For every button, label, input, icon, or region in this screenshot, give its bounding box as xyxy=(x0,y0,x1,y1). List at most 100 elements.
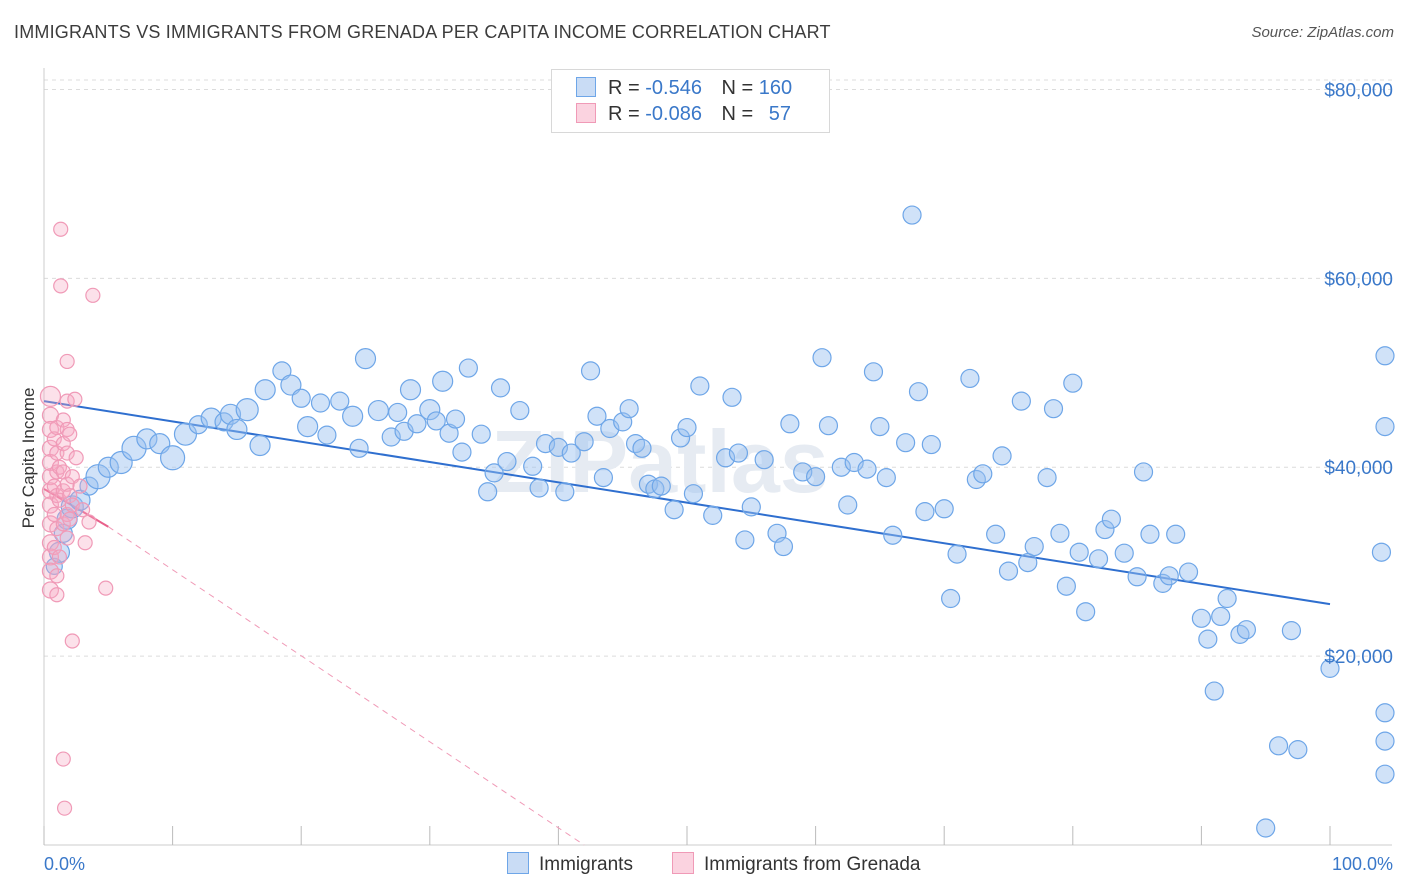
x-tick-label: 0.0% xyxy=(44,854,85,874)
grenada-point xyxy=(64,633,80,649)
immigrants-point xyxy=(773,536,794,557)
immigrants-point xyxy=(915,502,935,522)
immigrants-point xyxy=(1069,542,1089,562)
grenada-point xyxy=(59,530,75,546)
immigrants-point xyxy=(97,456,119,478)
immigrants-point xyxy=(1024,536,1044,557)
immigrants-point xyxy=(574,432,594,452)
immigrants-point xyxy=(109,450,133,475)
legend-r-value: -0.546 xyxy=(645,77,702,99)
immigrants-point xyxy=(452,442,472,462)
grenada-point xyxy=(39,385,62,407)
grenada-point xyxy=(68,450,84,466)
immigrants-point xyxy=(523,456,543,476)
immigrants-point xyxy=(741,497,761,517)
immigrants-point xyxy=(896,433,916,453)
immigrants-point xyxy=(1088,549,1109,569)
immigrants-point xyxy=(677,417,697,438)
immigrants-point xyxy=(160,445,186,471)
immigrants-point xyxy=(471,424,491,444)
grenada-point xyxy=(77,535,93,551)
grenada-point xyxy=(85,287,101,303)
immigrants-point xyxy=(921,434,941,455)
immigrants-point xyxy=(1191,608,1212,628)
grenada-point xyxy=(46,478,62,494)
y-tick-label: $20,000 xyxy=(1324,647,1393,668)
immigrants-point xyxy=(1140,524,1160,544)
chart-title: IMMIGRANTS VS IMMIGRANTS FROM GRENADA PE… xyxy=(14,22,831,42)
source-label: Source: ZipAtlas.com xyxy=(1251,24,1394,41)
immigrants-point xyxy=(1056,576,1076,596)
immigrants-point xyxy=(497,451,517,472)
immigrants-point xyxy=(593,468,614,488)
immigrants-point xyxy=(1166,524,1186,544)
immigrants-point xyxy=(254,379,276,401)
legend-n-value: 57 xyxy=(768,103,792,125)
immigrants-point xyxy=(1375,346,1395,366)
immigrants-point xyxy=(535,434,556,454)
immigrants-point xyxy=(715,448,736,468)
data-points xyxy=(39,205,1395,838)
legend-r-value: -0.086 xyxy=(645,103,702,125)
immigrants-point xyxy=(857,459,877,479)
immigrants-point xyxy=(1371,542,1392,562)
immigrants-point xyxy=(280,374,302,396)
immigrants-point xyxy=(587,406,607,426)
grenada-point xyxy=(55,751,71,767)
immigrants-point xyxy=(632,438,652,458)
immigrants-point xyxy=(998,561,1019,581)
grenada-point xyxy=(74,502,91,518)
bottom-legend-label: Immigrants xyxy=(539,854,633,875)
immigrants-point xyxy=(297,416,319,438)
immigrants-point xyxy=(367,399,389,422)
immigrants-point xyxy=(1204,681,1224,701)
immigrants-point xyxy=(1095,519,1115,540)
immigrants-point xyxy=(1217,588,1237,609)
immigrants-point xyxy=(439,423,459,443)
grenada-point xyxy=(51,549,68,565)
immigrants-point xyxy=(1050,523,1070,543)
y-tick-label: $40,000 xyxy=(1324,458,1393,479)
legend-row-immigrants: R = -0.546 N = 160 xyxy=(576,77,792,101)
grenada-point xyxy=(72,478,88,494)
immigrants-point xyxy=(1375,417,1395,437)
immigrants-point xyxy=(226,418,248,441)
legend: R = -0.546 N = 160 R = -0.086 N = 57 xyxy=(551,69,830,133)
grenada-point xyxy=(62,426,78,442)
immigrants-point xyxy=(79,476,99,496)
immigrants-point xyxy=(1114,543,1134,563)
immigrants-point xyxy=(986,524,1006,544)
grenada-trend-extension xyxy=(108,526,585,846)
immigrants-point xyxy=(1133,462,1154,482)
immigrants-point xyxy=(354,348,377,370)
immigrants-point xyxy=(735,530,755,550)
immigrants-point xyxy=(1018,553,1038,573)
immigrants-point xyxy=(445,409,466,429)
immigrants-point xyxy=(883,525,903,545)
immigrants-point xyxy=(1011,391,1031,411)
immigrants-point xyxy=(310,393,331,413)
immigrants-point xyxy=(1127,567,1147,587)
immigrants-point xyxy=(349,438,369,458)
immigrants-point xyxy=(291,388,311,408)
immigrants-point xyxy=(555,482,575,502)
grenada-point xyxy=(98,580,114,596)
immigrants-point xyxy=(1375,731,1395,751)
immigrants-point xyxy=(818,416,839,436)
immigrants-point xyxy=(529,478,549,498)
immigrants-point xyxy=(1076,602,1096,622)
grenada-point xyxy=(62,487,78,504)
y-tick-label: $80,000 xyxy=(1324,80,1393,101)
legend-r-label: R = xyxy=(608,103,640,125)
immigrants-point xyxy=(941,588,961,609)
immigrants-point xyxy=(793,462,813,482)
bottom-legend-swatch xyxy=(672,852,694,874)
immigrants-point xyxy=(561,443,581,463)
immigrants-point xyxy=(683,484,704,504)
immigrants-point xyxy=(934,499,954,519)
immigrants-point xyxy=(1153,573,1173,593)
immigrants-point xyxy=(812,348,832,368)
immigrants-point xyxy=(173,422,198,446)
immigrants-point xyxy=(478,482,498,502)
immigrants-point xyxy=(1375,703,1395,723)
